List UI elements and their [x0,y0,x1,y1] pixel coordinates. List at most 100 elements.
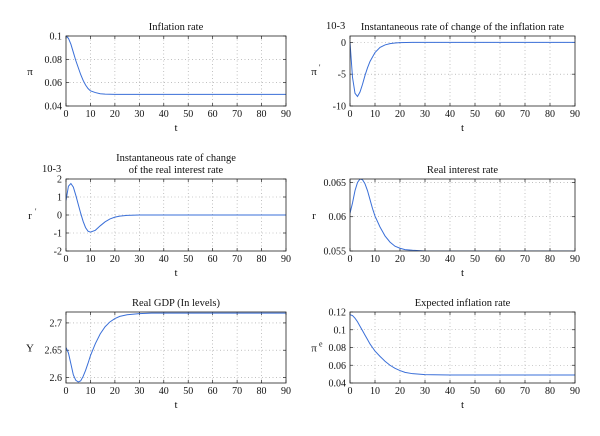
chart-panel-real-interest-change: 0 10 20 30 40 50 60 70 80 90 -2 -1 0 1 2 Instantaneous … [28,153,291,279]
y-tick-label: 0.1 [50,32,63,43]
y-tick-label: 0.08 [329,343,347,354]
x-tick-label: 10 [85,109,95,120]
x-tick-label: 20 [395,254,405,265]
x-axis-label: t [174,399,177,411]
x-tick-label: 60 [495,386,505,397]
x-tick-label: 80 [545,386,555,397]
x-tick-label: 70 [232,386,242,397]
x-tick-label: 20 [110,109,120,120]
axes-frame [65,35,287,107]
x-tick-label: 60 [495,254,505,265]
y-axis-label: r [28,210,32,222]
y-tick-label: 0.12 [329,308,347,319]
x-tick-label: 10 [85,386,95,397]
y-tick-label: -5 [338,70,346,81]
axes-frame [65,178,287,252]
x-tick-label: 60 [208,109,218,120]
x-tick-label: 80 [545,109,555,120]
x-tick-label: 90 [570,109,580,120]
x-tick-label: 70 [520,254,530,265]
x-tick-label: 30 [420,254,430,265]
x-axis-label: t [174,267,177,279]
x-tick-label: 30 [420,109,430,120]
y-axis-label: π [311,66,317,78]
x-tick-label: 80 [257,386,267,397]
y-axis-label: r [312,210,316,222]
x-tick-label: 50 [183,254,193,265]
x-tick-label: 10 [85,254,95,265]
y-axis-label-superscript: ' [319,63,321,72]
chart-title: Real interest rate [427,165,498,176]
x-axis-label: t [461,399,464,411]
series-line [66,182,286,233]
x-tick-label: 0 [348,109,353,120]
chart-title: Instantaneous rate of change [116,153,236,164]
y-tick-label: 0.08 [45,55,63,66]
y-axis-label-superscript: e [319,340,323,349]
y-tick-label: 0.04 [329,379,347,390]
x-tick-label: 10 [370,109,380,120]
x-tick-label: 90 [281,254,291,265]
x-tick-label: 40 [159,254,169,265]
x-tick-label: 30 [134,386,144,397]
x-tick-label: 60 [495,109,505,120]
axes-frame [349,178,576,252]
x-tick-label: 90 [570,254,580,265]
series-line [350,314,575,376]
x-tick-label: 80 [257,254,267,265]
y-tick-label: 0 [57,211,62,222]
x-tick-label: 50 [183,109,193,120]
y-tick-label: 0.06 [329,212,347,223]
x-tick-label: 50 [470,386,480,397]
x-tick-label: 30 [134,254,144,265]
x-tick-label: 30 [420,386,430,397]
y-tick-label: 2 [57,175,62,186]
x-tick-label: 0 [64,254,69,265]
axes-frame [349,311,576,384]
y-axis-label: Y [26,343,34,355]
x-axis-label: t [461,122,464,134]
x-tick-label: 70 [520,386,530,397]
x-tick-label: 20 [110,254,120,265]
x-tick-label: 20 [395,109,405,120]
y-tick-label: 2.65 [45,346,63,357]
axes-frame [349,35,576,107]
chart-panel-real-interest: 0 10 20 30 40 50 60 70 80 90 0.055 0.06 0.065 Real in… [312,165,580,279]
y-tick-label: 2.7 [50,318,63,329]
series-line [66,312,286,383]
x-tick-label: 90 [570,386,580,397]
y-tick-label: 1 [57,193,62,204]
x-tick-label: 40 [445,109,455,120]
scale-label: 10-3 [42,164,61,175]
x-tick-label: 10 [370,386,380,397]
x-tick-label: 80 [257,109,267,120]
x-tick-label: 60 [208,254,218,265]
x-tick-label: 90 [281,109,291,120]
y-tick-label: 0.1 [334,325,347,336]
x-tick-label: 40 [445,254,455,265]
y-tick-label: -1 [54,229,62,240]
axes-frame [65,311,287,384]
x-tick-label: 40 [159,386,169,397]
x-tick-label: 50 [470,109,480,120]
y-tick-label: -2 [54,247,62,258]
x-tick-label: 10 [370,254,380,265]
y-axis-label-superscript: ' [35,207,37,216]
chart-title: Instantaneous rate of change of the infl… [361,22,565,33]
x-tick-label: 50 [470,254,480,265]
x-tick-label: 0 [348,254,353,265]
chart-panel-real-gdp: 0 10 20 30 40 50 60 70 80 90 2.6 2.65 2.7 Real GDP (I… [26,298,291,411]
chart-panel-inflation-change: 0 10 20 30 40 50 60 70 80 90 -10 -5 0 Instantaneous r… [311,21,580,134]
scale-label: 10-3 [326,21,345,32]
y-axis-label: π [311,343,317,355]
series-line [66,36,286,95]
y-tick-label: 0 [341,38,346,49]
chart-title: of the real interest rate [129,165,224,176]
x-tick-label: 70 [232,254,242,265]
chart-panel-expected-inflation: 0 10 20 30 40 50 60 70 80 90 0.04 0.06 0.08 0.1 0.12 Ex… [311,298,580,411]
y-tick-label: 0.04 [45,102,63,113]
chart-panel-inflation: 0 10 20 30 40 50 60 70 80 90 0.04 0.06 0.08 0.1 Inflat… [27,22,291,134]
x-tick-label: 70 [232,109,242,120]
